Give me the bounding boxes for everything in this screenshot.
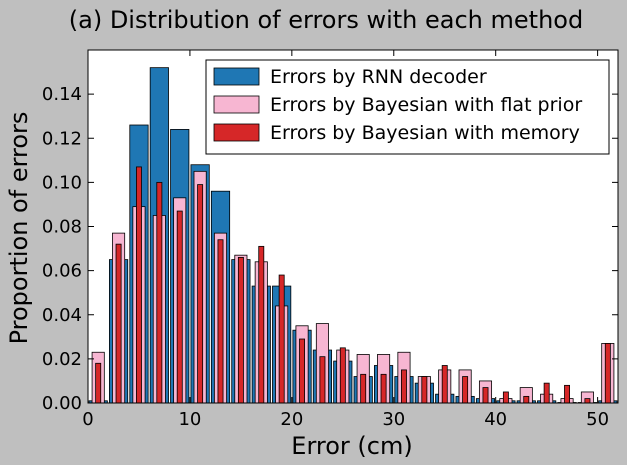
legend-swatch xyxy=(213,67,260,86)
y-tick-label: 0.00 xyxy=(42,393,82,414)
bar xyxy=(299,338,305,404)
legend-swatch xyxy=(213,95,260,114)
bar xyxy=(95,362,102,404)
bar xyxy=(115,243,122,404)
y-axis-label: Proportion of errors xyxy=(5,112,33,345)
y-tick-label: 0.08 xyxy=(42,217,82,238)
bar xyxy=(421,376,428,404)
legend-label: Errors by Bayesian with memory xyxy=(270,122,580,144)
y-tick-label: 0.04 xyxy=(42,305,82,326)
bar xyxy=(339,347,346,404)
y-tick-label: 0.02 xyxy=(42,349,82,370)
bar xyxy=(502,391,509,404)
legend-label: Errors by RNN decoder xyxy=(270,66,487,88)
x-tick-label: 40 xyxy=(484,409,507,430)
bar xyxy=(176,210,183,404)
legend-swatch xyxy=(213,123,260,142)
bar xyxy=(543,382,550,404)
bar xyxy=(462,376,469,404)
bars xyxy=(88,67,618,404)
bar xyxy=(604,343,611,404)
bar xyxy=(523,395,530,404)
bar xyxy=(278,274,285,404)
bar xyxy=(237,256,244,404)
bar xyxy=(319,356,326,404)
legend-box xyxy=(205,59,610,155)
x-tick-label: 20 xyxy=(280,409,303,430)
bar xyxy=(401,369,407,404)
bar xyxy=(441,365,448,404)
y-tick-label: 0.10 xyxy=(42,172,82,193)
bar xyxy=(564,384,570,404)
bar xyxy=(380,373,387,404)
y-tick-label: 0.14 xyxy=(42,84,82,105)
y-axis: 0.00 0.02 0.04 0.06 0.08 0.10 0.12 0.14 xyxy=(42,84,618,414)
bar xyxy=(156,181,163,404)
bar xyxy=(482,387,489,404)
y-tick-label: 0.06 xyxy=(42,261,82,282)
legend: Errors by RNN decoder Errors by Bayesian … xyxy=(205,59,610,155)
bar xyxy=(136,166,142,404)
chart-title: (a) Distribution of errors with each met… xyxy=(69,6,583,34)
bar xyxy=(217,239,224,404)
bar xyxy=(197,184,204,404)
legend-label: Errors by Bayesian with flat prior xyxy=(270,94,582,116)
x-axis: 0 10 20 30 40 50 xyxy=(82,50,609,430)
x-tick-label: 10 xyxy=(178,409,201,430)
x-tick-label: 50 xyxy=(586,409,609,430)
bar xyxy=(258,245,265,404)
y-tick-label: 0.12 xyxy=(42,128,82,149)
bar xyxy=(584,398,591,404)
bar xyxy=(360,373,367,404)
x-tick-label: 30 xyxy=(382,409,405,430)
x-tick-label: 0 xyxy=(82,409,93,430)
x-axis-label: Error (cm) xyxy=(291,432,412,460)
